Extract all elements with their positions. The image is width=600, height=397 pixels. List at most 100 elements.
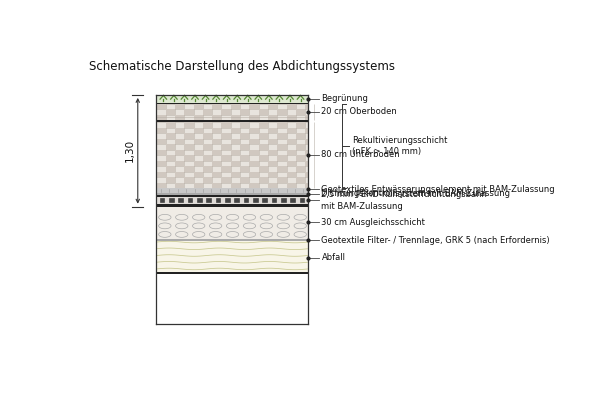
Ellipse shape (209, 214, 222, 220)
Bar (268, 183, 277, 188)
Ellipse shape (260, 214, 272, 220)
Bar (157, 161, 166, 166)
Bar (160, 198, 164, 202)
Bar (272, 198, 276, 202)
Bar (166, 122, 175, 128)
Bar (240, 155, 250, 161)
Bar (268, 139, 277, 144)
Bar (166, 133, 175, 139)
Bar (268, 150, 277, 155)
Bar (290, 198, 295, 202)
Text: Dichtungskontrollsystem mit BAM-Zulassung: Dichtungskontrollsystem mit BAM-Zulassun… (322, 189, 511, 198)
Ellipse shape (193, 214, 205, 220)
Bar (277, 122, 287, 128)
Bar (221, 122, 231, 128)
Bar (157, 183, 166, 188)
Ellipse shape (260, 223, 272, 229)
Bar (175, 121, 184, 122)
Bar (206, 198, 211, 202)
Bar (175, 139, 184, 144)
Text: 20 cm Oberboden: 20 cm Oberboden (322, 107, 397, 116)
Bar (259, 144, 268, 150)
Bar (287, 104, 296, 110)
Bar (277, 155, 287, 161)
Bar (250, 150, 259, 155)
Bar (231, 172, 240, 177)
Bar (157, 128, 166, 133)
Bar (281, 198, 286, 202)
Bar (194, 172, 203, 177)
Bar (184, 133, 194, 139)
Bar (166, 166, 175, 172)
Bar (240, 177, 250, 183)
Bar (250, 139, 259, 144)
Ellipse shape (243, 231, 256, 237)
Bar (194, 139, 203, 144)
Bar (231, 139, 240, 144)
Bar (296, 177, 305, 183)
Bar (203, 155, 212, 161)
Text: Begrünung: Begrünung (322, 94, 368, 103)
Bar (194, 104, 203, 110)
Bar (212, 183, 221, 188)
Ellipse shape (243, 214, 256, 220)
Bar (240, 144, 250, 150)
Ellipse shape (277, 223, 290, 229)
Bar (268, 121, 277, 122)
Ellipse shape (277, 214, 290, 220)
Bar (296, 133, 305, 139)
Ellipse shape (277, 231, 290, 237)
Bar (259, 110, 268, 115)
Bar (287, 161, 296, 166)
Bar (240, 110, 250, 115)
Bar (250, 104, 259, 110)
Bar (221, 166, 231, 172)
Bar (231, 161, 240, 166)
Bar (244, 198, 248, 202)
Bar (277, 144, 287, 150)
Bar (259, 133, 268, 139)
Bar (157, 195, 308, 197)
Bar (296, 155, 305, 161)
Bar (157, 115, 166, 120)
Bar (157, 197, 308, 204)
Ellipse shape (158, 214, 171, 220)
Bar (250, 115, 259, 120)
Bar (157, 104, 308, 120)
Bar (157, 121, 308, 188)
Bar (157, 150, 166, 155)
Bar (296, 144, 305, 150)
Bar (231, 183, 240, 188)
Text: Schematische Darstellung des Abdichtungssystems: Schematische Darstellung des Abdichtungs… (89, 60, 395, 73)
Bar (262, 198, 267, 202)
Ellipse shape (294, 231, 307, 237)
Bar (212, 161, 221, 166)
Bar (221, 177, 231, 183)
Bar (259, 166, 268, 172)
Bar (259, 177, 268, 183)
Ellipse shape (176, 223, 188, 229)
Bar (305, 115, 308, 120)
Bar (157, 95, 308, 103)
Bar (287, 128, 296, 133)
Bar (184, 155, 194, 161)
Bar (305, 121, 308, 122)
Bar (305, 161, 308, 166)
Text: Geotextiles Entwässerungselement mit BAM-Zulassung: Geotextiles Entwässerungselement mit BAM… (322, 185, 555, 194)
Bar (212, 115, 221, 120)
Bar (287, 139, 296, 144)
Bar (268, 115, 277, 120)
Bar (240, 133, 250, 139)
Bar (259, 122, 268, 128)
Ellipse shape (176, 214, 188, 220)
Bar (225, 198, 230, 202)
Ellipse shape (193, 223, 205, 229)
Bar (231, 115, 240, 120)
Bar (277, 110, 287, 115)
Bar (175, 104, 184, 110)
Ellipse shape (209, 223, 222, 229)
Bar (250, 172, 259, 177)
Text: Geotextile Filter- / Trennlage, GRK 5 (nach Erfordernis): Geotextile Filter- / Trennlage, GRK 5 (n… (322, 236, 550, 245)
Text: 1,30: 1,30 (124, 139, 134, 162)
Bar (299, 198, 304, 202)
